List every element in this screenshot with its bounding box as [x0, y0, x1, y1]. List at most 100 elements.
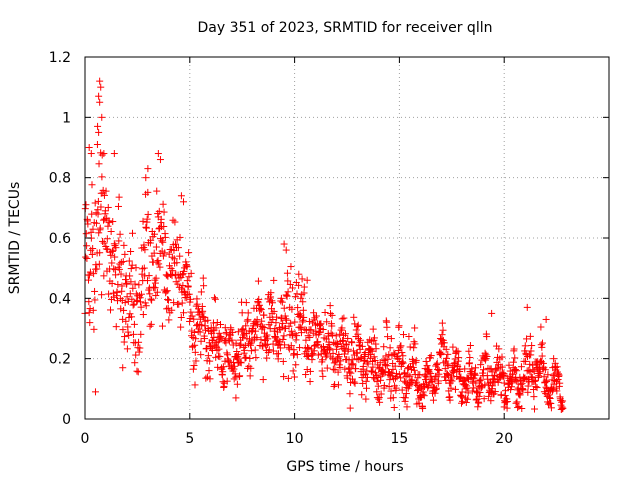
data-point — [310, 309, 318, 317]
data-point — [110, 265, 118, 273]
data-point — [394, 347, 402, 355]
data-point — [152, 292, 160, 300]
data-point — [129, 229, 137, 237]
data-point — [384, 355, 392, 363]
data-point — [494, 378, 502, 386]
data-point — [302, 336, 310, 344]
data-point — [223, 377, 231, 385]
data-point — [385, 368, 393, 376]
data-point — [142, 174, 150, 182]
data-point — [168, 306, 176, 314]
data-point — [85, 298, 93, 306]
data-point — [386, 376, 394, 384]
data-point — [229, 328, 237, 336]
data-point — [143, 215, 151, 223]
data-point — [104, 222, 112, 230]
data-point — [533, 384, 541, 392]
data-point — [260, 311, 268, 319]
data-point — [513, 367, 521, 375]
y-axis-label: SRMTID / TECUs — [7, 182, 23, 295]
data-point — [177, 313, 185, 321]
data-point — [172, 240, 180, 248]
data-point — [478, 384, 486, 392]
data-point — [314, 351, 322, 359]
data-point — [448, 377, 456, 385]
data-point — [124, 297, 132, 305]
data-point — [411, 340, 419, 348]
data-point — [147, 320, 155, 328]
data-point — [442, 376, 450, 384]
data-point — [215, 345, 223, 353]
data-point — [117, 305, 125, 313]
data-point — [323, 351, 331, 359]
data-point — [224, 357, 232, 365]
data-point — [264, 335, 272, 343]
data-point — [435, 366, 443, 374]
data-point — [144, 165, 152, 173]
data-point — [197, 351, 205, 359]
data-point — [146, 322, 154, 330]
data-point — [339, 337, 347, 345]
data-point — [434, 366, 442, 374]
data-point — [392, 384, 400, 392]
data-point — [316, 321, 324, 329]
data-point — [472, 388, 480, 396]
data-point — [156, 224, 164, 232]
data-point — [197, 337, 205, 345]
data-point — [112, 244, 120, 252]
data-point — [477, 361, 485, 369]
data-point — [364, 360, 372, 368]
data-point — [85, 271, 93, 279]
data-point — [276, 344, 284, 352]
data-point — [132, 351, 140, 359]
data-point — [402, 390, 410, 398]
data-point — [397, 342, 405, 350]
data-point — [333, 339, 341, 347]
data-point — [397, 374, 405, 382]
data-point — [151, 279, 159, 287]
data-point — [257, 305, 265, 313]
data-point — [90, 325, 98, 333]
data-point — [246, 372, 254, 380]
data-point — [305, 318, 313, 326]
data-point — [138, 265, 146, 273]
data-point — [439, 326, 447, 334]
data-point — [219, 378, 227, 386]
data-point — [410, 344, 418, 352]
data-point — [295, 281, 303, 289]
data-point — [381, 357, 389, 365]
data-point — [117, 258, 125, 266]
data-point — [103, 235, 111, 243]
data-point — [107, 227, 115, 235]
data-point — [349, 361, 357, 369]
data-point — [419, 388, 427, 396]
data-point — [289, 284, 297, 292]
data-point — [408, 376, 416, 384]
data-point — [317, 320, 325, 328]
data-point — [137, 330, 145, 338]
data-point — [500, 403, 508, 411]
data-point — [413, 378, 421, 386]
data-point — [113, 288, 121, 296]
data-point — [83, 242, 91, 250]
data-point — [415, 399, 423, 407]
data-point — [465, 347, 473, 355]
data-point — [354, 330, 362, 338]
data-point — [100, 239, 108, 247]
data-point — [237, 340, 245, 348]
data-point — [206, 357, 214, 365]
data-point — [115, 237, 123, 245]
data-point — [306, 378, 314, 386]
data-point — [521, 342, 529, 350]
data-point — [272, 319, 280, 327]
data-point — [538, 339, 546, 347]
data-point — [187, 269, 195, 277]
data-point — [153, 187, 161, 195]
data-point — [438, 319, 446, 327]
data-point — [97, 203, 105, 211]
data-point — [526, 360, 534, 368]
data-point — [475, 399, 483, 407]
data-point — [290, 373, 298, 381]
data-point — [177, 323, 185, 331]
data-point — [457, 391, 465, 399]
